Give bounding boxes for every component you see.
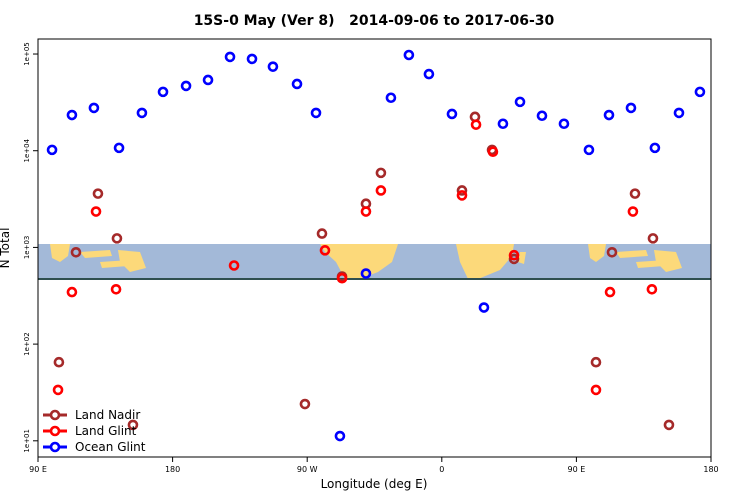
y-axis-label: N Total (0, 228, 12, 269)
point (487, 146, 499, 157)
land (456, 244, 526, 279)
legend-marker (49, 425, 61, 437)
point (603, 109, 615, 121)
point (110, 283, 122, 295)
point (291, 78, 303, 90)
point (157, 86, 169, 98)
point (590, 356, 602, 368)
point (606, 247, 618, 258)
point (629, 188, 641, 199)
y-tick-label: 1e+03 (23, 236, 31, 260)
point (111, 233, 123, 244)
point (334, 430, 346, 442)
point (202, 74, 214, 86)
point (456, 190, 468, 201)
land (588, 244, 682, 272)
point (497, 118, 509, 130)
y-tick-label: 1e+04 (23, 138, 31, 162)
legend-label: Land Nadir (75, 408, 140, 422)
point (627, 206, 639, 217)
point (385, 92, 397, 104)
point (673, 107, 685, 119)
x-tick-label: 90 E (568, 465, 586, 474)
point (113, 142, 125, 154)
x-tick-label: 0 (439, 465, 444, 474)
point (663, 419, 675, 431)
point (604, 286, 616, 298)
point (310, 107, 322, 119)
x-tick-label: 90 W (297, 465, 318, 474)
x-tick-label: 180 (165, 465, 180, 474)
point (360, 206, 372, 217)
legend-marker (49, 409, 61, 421)
point (558, 118, 570, 130)
point (70, 247, 82, 258)
y-tick-label: 1e+05 (23, 42, 31, 66)
point (514, 96, 526, 108)
point (590, 384, 602, 396)
map-band (38, 244, 711, 280)
point (649, 142, 661, 154)
point (360, 268, 372, 279)
point (246, 53, 258, 65)
point (316, 228, 328, 239)
point (647, 233, 659, 244)
point (53, 356, 65, 368)
point (423, 68, 435, 80)
point (375, 185, 387, 196)
point (508, 253, 520, 265)
point (646, 283, 658, 295)
point (52, 384, 64, 396)
point (90, 206, 102, 217)
plot-frame (37, 38, 712, 458)
point (66, 109, 78, 121)
point (336, 272, 348, 284)
point (267, 61, 279, 72)
point (180, 80, 192, 92)
point (224, 51, 236, 63)
y-tick-label: 1e+01 (23, 429, 31, 453)
point (446, 108, 458, 120)
point (508, 249, 520, 261)
point (536, 110, 548, 122)
legend-label: Land Glint (75, 424, 137, 438)
land (50, 244, 146, 272)
point (127, 419, 139, 431)
y-tick-label: 1e+02 (23, 332, 31, 356)
land (320, 244, 398, 279)
chart-title: 15S-0 May (Ver 8) 2014-09-06 to 2017-06-… (194, 13, 555, 29)
point (319, 245, 331, 256)
point (92, 188, 104, 199)
x-tick-label: 180 (703, 465, 718, 474)
point (403, 49, 415, 61)
point (470, 119, 482, 130)
point (456, 185, 468, 196)
x-tick-label: 90 E (29, 465, 47, 474)
legend-label: Ocean Glint (75, 440, 146, 454)
legend-marker (49, 441, 61, 453)
x-axis-label: Longitude (deg E) (321, 477, 428, 491)
point (625, 102, 637, 114)
point (478, 302, 490, 313)
point (46, 144, 58, 156)
point (694, 86, 706, 98)
point (66, 286, 78, 298)
point (88, 102, 100, 114)
point (583, 144, 595, 156)
point (136, 107, 148, 119)
point (228, 260, 240, 271)
point (299, 398, 311, 410)
point (375, 167, 387, 179)
